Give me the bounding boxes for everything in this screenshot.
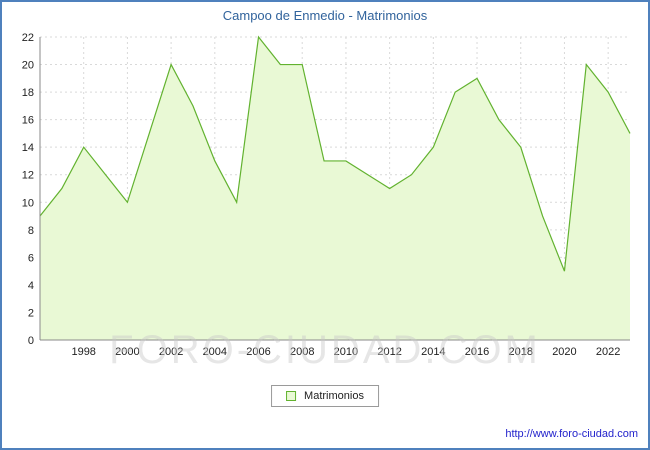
footer-url-link[interactable]: http://www.foro-ciudad.com xyxy=(505,428,638,440)
series-line-matrimonios xyxy=(39,35,631,272)
y-tick-label: 2 xyxy=(28,307,34,319)
x-tick-label: 2018 xyxy=(508,346,532,358)
legend-label: Matrimonios xyxy=(304,390,364,402)
x-tick-label: 2010 xyxy=(334,346,358,358)
x-tick-label: 2022 xyxy=(596,346,620,358)
y-tick-label: 0 xyxy=(28,335,34,347)
x-tick-label: 2006 xyxy=(246,346,270,358)
x-tick-label: 2020 xyxy=(552,346,576,358)
x-tick-label: 1998 xyxy=(71,346,95,358)
x-tick-label: 2016 xyxy=(465,346,489,358)
y-tick-label: 8 xyxy=(28,225,34,237)
legend-swatch-matrimonios xyxy=(286,391,297,401)
y-tick-label: 20 xyxy=(22,60,34,72)
y-tick-label: 6 xyxy=(28,252,34,264)
y-tick-label: 12 xyxy=(22,170,34,182)
series-area-fill xyxy=(40,37,630,340)
chart-title: Campoo de Enmedio - Matrimonios xyxy=(222,8,428,23)
y-tick-label: 10 xyxy=(22,197,34,209)
x-tick-label: 2004 xyxy=(203,346,227,358)
x-tick-label: 2012 xyxy=(377,346,401,358)
y-tick-label: 4 xyxy=(28,280,34,292)
x-tick-label: 2002 xyxy=(159,346,183,358)
y-tick-label: 16 xyxy=(22,115,34,127)
legend: Matrimonios xyxy=(271,385,379,407)
y-tick-label: 22 xyxy=(22,32,34,44)
x-tick-label: 2000 xyxy=(115,346,139,358)
y-tick-label: 14 xyxy=(22,142,34,154)
y-tick-label: 18 xyxy=(22,87,34,99)
x-tick-label: 2008 xyxy=(290,346,314,358)
x-tick-label: 2014 xyxy=(421,346,445,358)
